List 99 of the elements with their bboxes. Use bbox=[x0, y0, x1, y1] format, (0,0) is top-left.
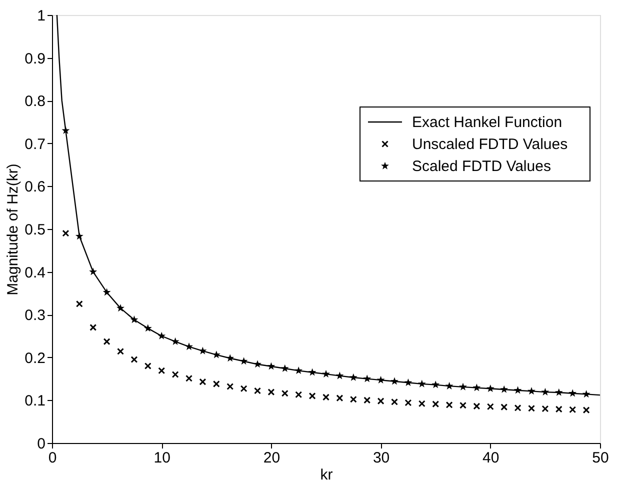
point bbox=[295, 391, 302, 398]
point bbox=[90, 324, 97, 331]
x-tick-label: 20 bbox=[263, 450, 280, 466]
point bbox=[390, 377, 398, 385]
point bbox=[130, 356, 138, 364]
point bbox=[185, 342, 193, 350]
point bbox=[172, 371, 179, 378]
point bbox=[418, 380, 426, 388]
point bbox=[404, 399, 412, 406]
point bbox=[226, 354, 234, 362]
point bbox=[336, 394, 344, 402]
point bbox=[240, 385, 248, 392]
point bbox=[350, 396, 357, 403]
point bbox=[363, 374, 372, 382]
point bbox=[117, 348, 124, 355]
point bbox=[144, 324, 152, 332]
point bbox=[432, 380, 440, 388]
point bbox=[75, 232, 84, 240]
point bbox=[76, 300, 83, 308]
point bbox=[528, 387, 536, 395]
point bbox=[568, 389, 577, 397]
point bbox=[280, 364, 289, 372]
y-tick-label: 1 bbox=[37, 8, 46, 24]
x-tick-label: 40 bbox=[482, 450, 500, 466]
point bbox=[281, 390, 288, 397]
point bbox=[528, 404, 535, 412]
point bbox=[418, 400, 426, 408]
point bbox=[554, 388, 563, 396]
point bbox=[240, 357, 248, 365]
y-tick-label: 0.7 bbox=[24, 136, 46, 153]
point bbox=[514, 404, 522, 412]
point bbox=[89, 268, 98, 276]
point bbox=[473, 402, 480, 410]
point bbox=[62, 230, 70, 237]
point bbox=[376, 376, 385, 384]
point bbox=[308, 368, 316, 376]
legend-label: Unscaled FDTD Values bbox=[412, 136, 568, 153]
point bbox=[322, 370, 330, 378]
point bbox=[555, 406, 562, 413]
legend-label: Scaled FDTD Values bbox=[412, 158, 551, 175]
point bbox=[459, 382, 467, 390]
point bbox=[212, 380, 220, 388]
point bbox=[171, 337, 180, 345]
x-tick-label: 10 bbox=[154, 450, 170, 466]
point bbox=[62, 126, 70, 134]
point bbox=[254, 387, 261, 394]
y-axis-title: Magnitude of Hz(kr) bbox=[4, 164, 22, 296]
point bbox=[268, 388, 275, 396]
point bbox=[198, 346, 207, 354]
point bbox=[582, 406, 590, 414]
y-tick-label: 0.5 bbox=[24, 222, 46, 238]
point bbox=[432, 400, 440, 408]
legend-label: Exact Hankel Function bbox=[412, 114, 562, 131]
point bbox=[308, 392, 316, 400]
point bbox=[199, 378, 206, 386]
point bbox=[226, 383, 234, 390]
point bbox=[486, 384, 494, 392]
y-tick-label: 0.6 bbox=[24, 178, 46, 196]
point bbox=[267, 362, 276, 370]
point bbox=[569, 406, 576, 414]
y-tick-label: 0 bbox=[37, 436, 46, 452]
point bbox=[541, 388, 550, 396]
y-tick-label: 0.8 bbox=[24, 93, 46, 110]
point bbox=[294, 366, 303, 374]
point bbox=[158, 367, 166, 374]
point bbox=[186, 374, 192, 382]
point bbox=[364, 396, 371, 404]
point bbox=[514, 386, 522, 394]
point bbox=[254, 360, 262, 368]
x-tick-label: 50 bbox=[592, 450, 609, 466]
point bbox=[377, 398, 384, 405]
y-tick-label: 0.4 bbox=[24, 264, 46, 282]
y-tick-label: 0.1 bbox=[24, 392, 46, 410]
y-tick-label: 0.9 bbox=[24, 50, 46, 68]
point bbox=[336, 372, 344, 380]
point bbox=[582, 390, 590, 398]
point bbox=[445, 382, 454, 390]
point bbox=[542, 405, 549, 412]
point bbox=[446, 401, 453, 408]
point bbox=[116, 304, 124, 312]
x-axis-title: kr bbox=[320, 466, 333, 484]
point bbox=[144, 362, 152, 370]
point bbox=[486, 403, 494, 410]
point bbox=[102, 288, 111, 296]
point bbox=[158, 332, 166, 340]
y-tick-label: 0.2 bbox=[24, 350, 46, 367]
point bbox=[322, 394, 330, 401]
point bbox=[460, 402, 466, 409]
point bbox=[349, 373, 358, 381]
point bbox=[391, 398, 398, 406]
y-tick-label: 0.3 bbox=[24, 307, 46, 324]
point bbox=[500, 404, 508, 411]
point bbox=[103, 338, 110, 346]
x-tick-label: 0 bbox=[48, 450, 57, 466]
point bbox=[500, 385, 508, 393]
point bbox=[404, 378, 412, 386]
point bbox=[130, 316, 138, 324]
x-tick-label: 30 bbox=[372, 450, 390, 466]
point bbox=[472, 384, 481, 392]
